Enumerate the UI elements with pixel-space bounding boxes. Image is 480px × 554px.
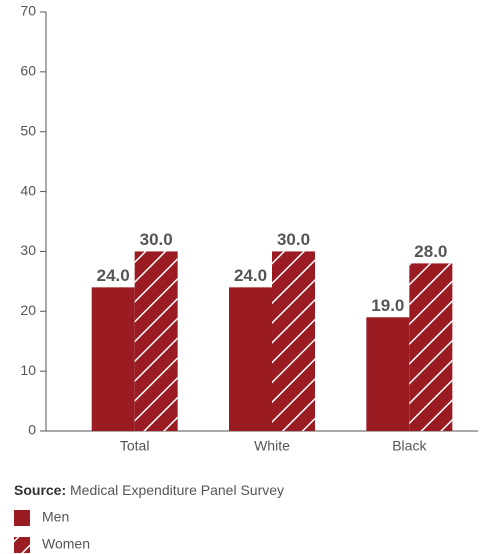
bar-hatch — [134, 251, 178, 431]
y-tick-label: 30 — [20, 242, 36, 258]
value-label: 28.0 — [414, 242, 447, 261]
source-label: Source: — [14, 482, 66, 498]
y-tick-label: 50 — [20, 122, 36, 138]
value-label: 30.0 — [277, 230, 310, 249]
legend-label: Men — [42, 509, 69, 525]
y-tick-label: 60 — [20, 63, 36, 79]
x-tick-label: White — [254, 438, 290, 454]
bar — [366, 317, 410, 431]
bar — [91, 287, 135, 431]
value-label: 19.0 — [371, 296, 404, 315]
bar — [229, 287, 272, 431]
y-tick-label: 10 — [20, 362, 36, 378]
bar-hatch — [272, 251, 315, 431]
y-tick-label: 0 — [28, 422, 36, 438]
y-tick-label: 40 — [20, 182, 36, 198]
legend-swatch — [14, 510, 30, 526]
legend-label: Women — [42, 536, 90, 552]
y-tick-label: 70 — [20, 3, 36, 19]
value-label: 24.0 — [97, 266, 130, 285]
source: Source: Medical Expenditure Panel Survey — [14, 482, 284, 498]
x-tick-label: Black — [392, 438, 427, 454]
y-tick-label: 20 — [20, 302, 36, 318]
value-label: 24.0 — [234, 266, 267, 285]
source-text: Medical Expenditure Panel Survey — [70, 482, 284, 498]
bar-hatch — [409, 263, 453, 431]
value-label: 30.0 — [140, 230, 173, 249]
x-tick-label: Total — [120, 438, 150, 454]
legend-swatch-hatch — [14, 537, 30, 553]
